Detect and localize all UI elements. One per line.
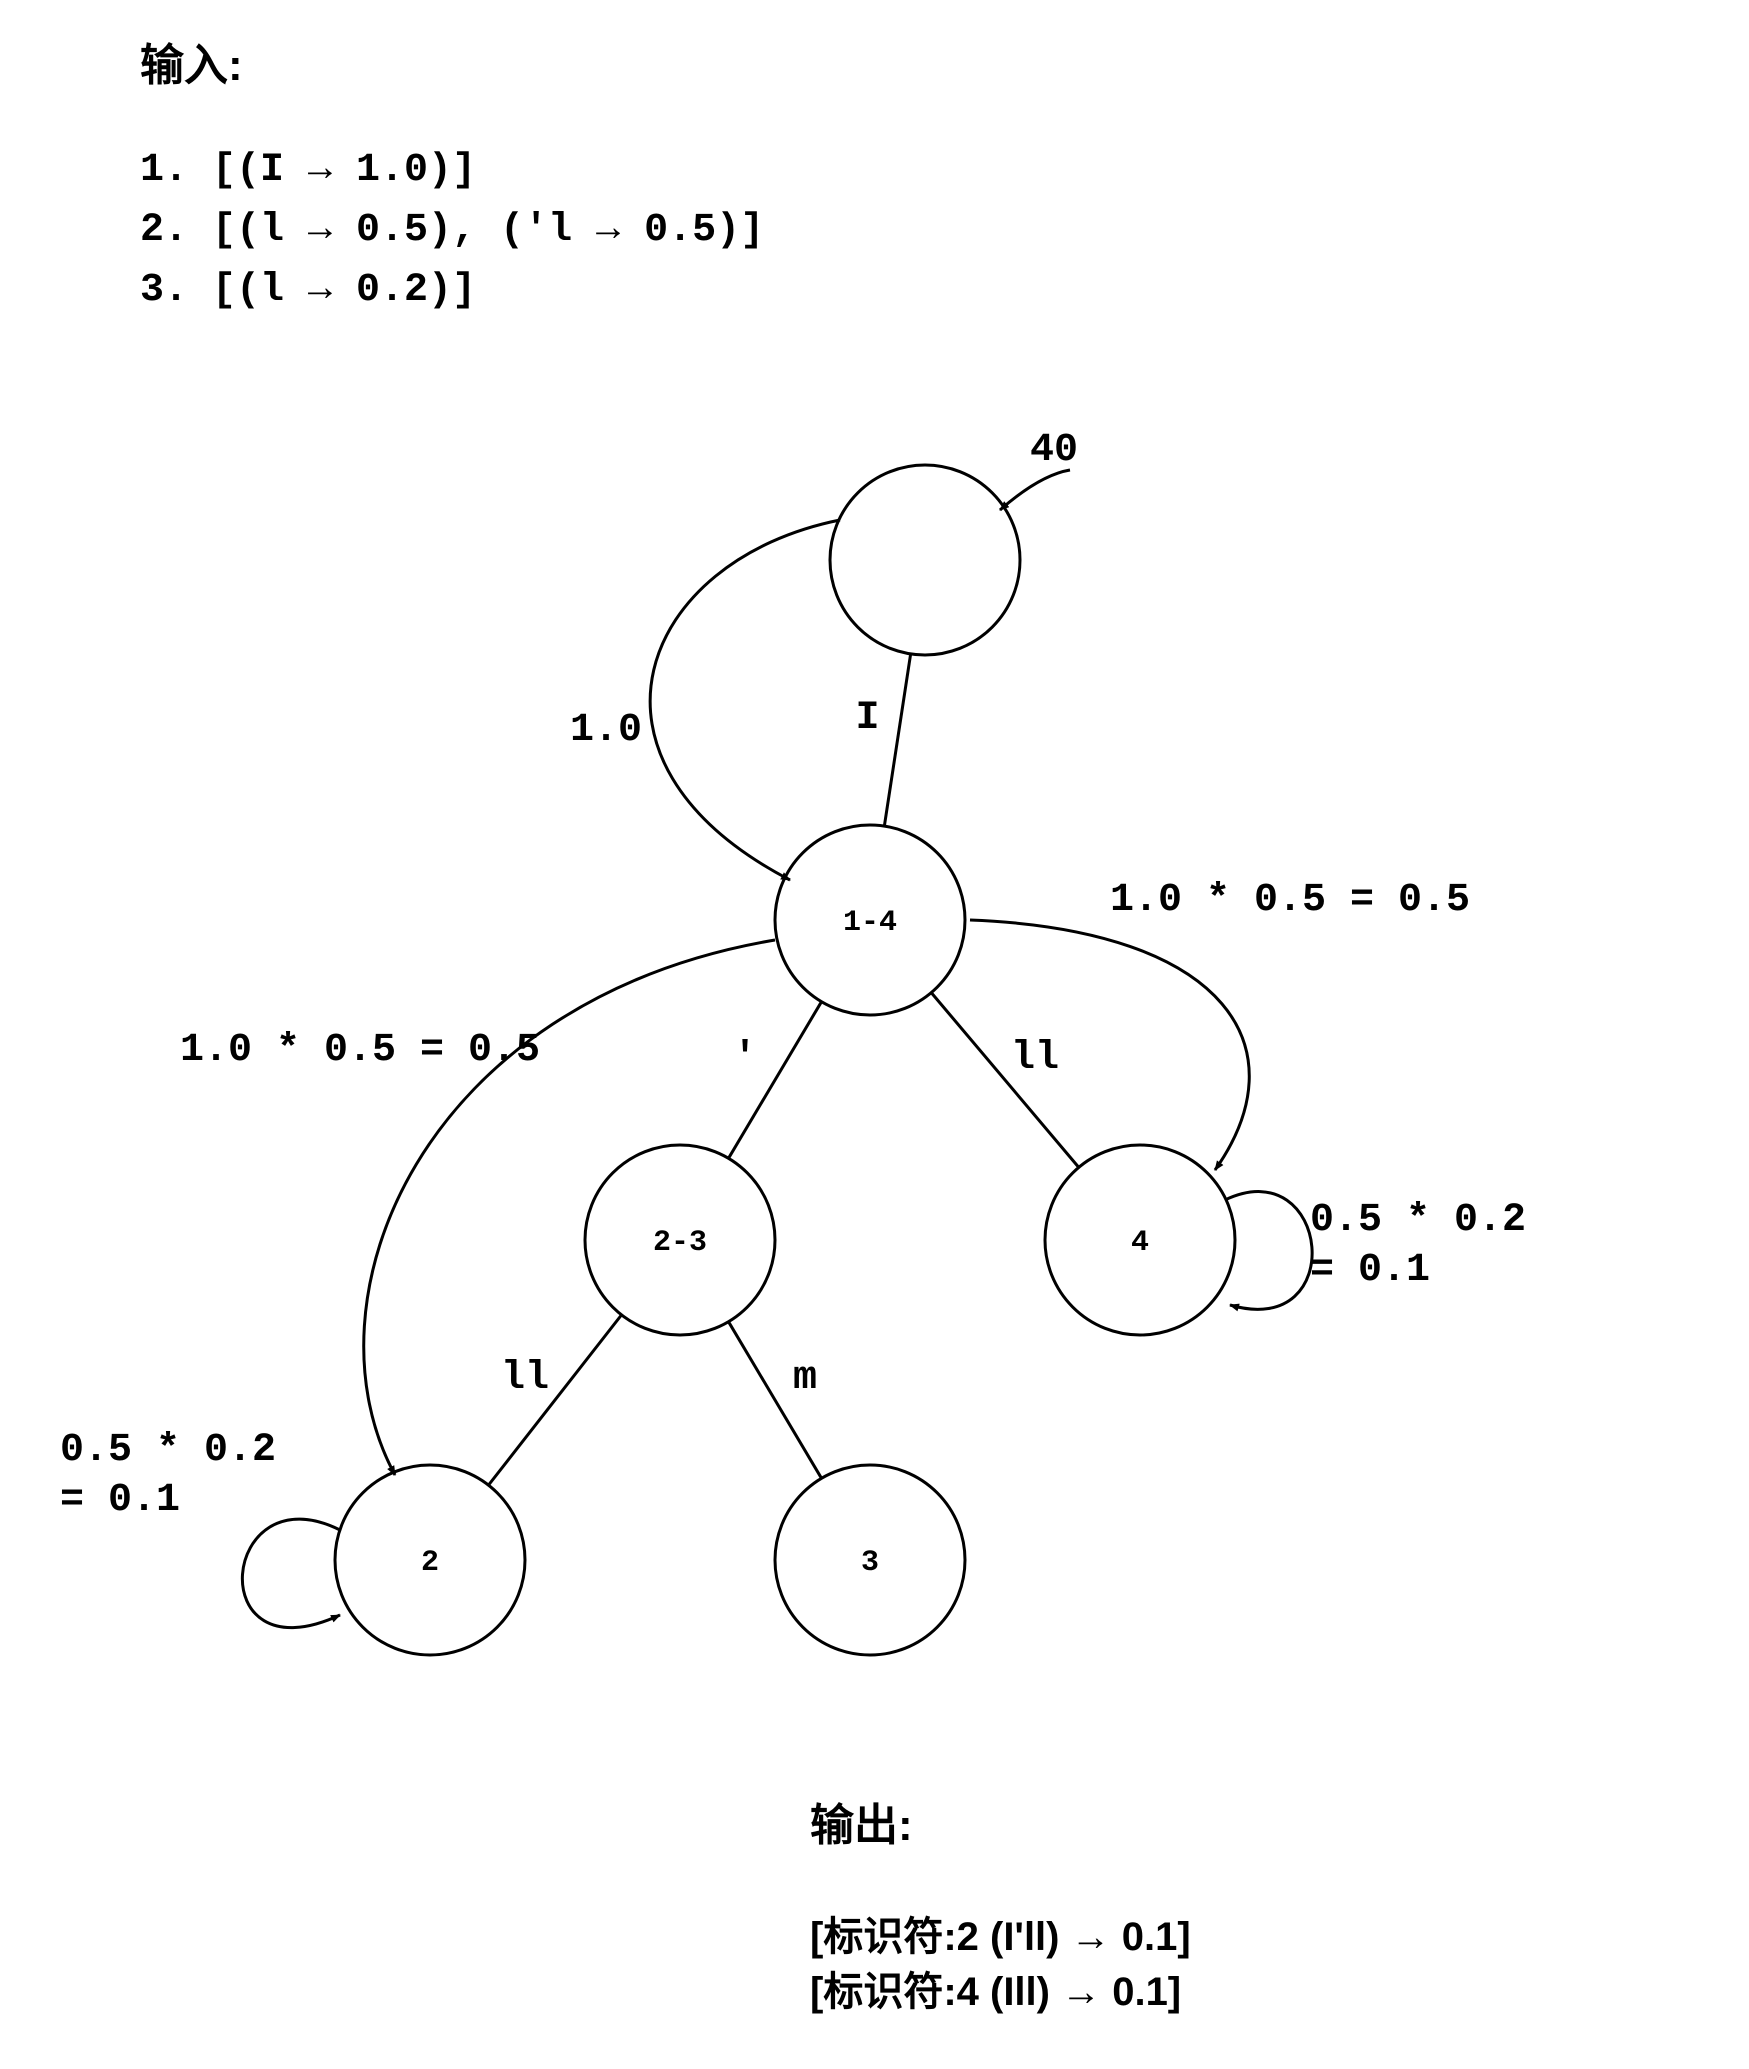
tree-node: 1-4: [775, 825, 965, 1015]
tree-node-label: 1-4: [843, 906, 897, 940]
tree-edge-label: ll: [1011, 1036, 1059, 1081]
arrow-left-1.0: [650, 520, 840, 880]
tree-node: 2: [335, 1465, 525, 1655]
tree-node-label: 3: [861, 1546, 879, 1580]
tree-edge-label: I: [855, 696, 879, 741]
tree-diagram: I ' ll ll m 1-4 2-3 4 2 3 40 1.0 1.0 * 0.5 = 0.5 1.0 …: [60, 428, 1526, 1655]
annotation-text: 1.0 * 0.5 = 0.5: [1110, 878, 1470, 923]
annotation-text: 1.0 * 0.5 = 0.5: [180, 1028, 540, 1073]
tree-edge-label: ll: [501, 1356, 549, 1401]
input-line: 1. [(I → 1.0)]: [140, 148, 476, 193]
output-block: 输出: [标识符:2 (I'll) → 0.1] [标识符:4 (Ill) → 0.…: [810, 1801, 1191, 2014]
output-line: [标识符:2 (I'll) → 0.1]: [810, 1915, 1191, 1959]
tree-node-label: 2-3: [653, 1226, 707, 1260]
tree-node: 2-3: [585, 1145, 775, 1335]
tree-edge-label: ': [733, 1036, 757, 1081]
top-annotation-arrow: [1000, 470, 1070, 510]
tree-node: 4: [1045, 1145, 1235, 1335]
output-line: [标识符:4 (Ill) → 0.1]: [810, 1970, 1181, 2014]
tree-node: 3: [775, 1465, 965, 1655]
annotation-text: 0.5 * 0.2: [1310, 1198, 1526, 1243]
annotation-text: = 0.1: [1310, 1248, 1430, 1293]
annotation-text: 0.5 * 0.2: [60, 1428, 276, 1473]
tree-edge-label: m: [793, 1356, 817, 1401]
annotation-text: 1.0: [570, 708, 642, 753]
tree-node-label: 4: [1131, 1226, 1149, 1260]
tree-node-label: 2: [421, 1546, 439, 1580]
input-header: 输入:: [140, 41, 243, 90]
tree-edge: [884, 654, 910, 826]
annotation-text: = 0.1: [60, 1478, 180, 1523]
loop-node-2: [242, 1519, 340, 1628]
top-annotation: 40: [1030, 428, 1078, 473]
input-line: 3. [(l → 0.2)]: [140, 268, 476, 313]
loop-node-4: [1225, 1192, 1312, 1310]
input-block: 输入: 1. [(I → 1.0)] 2. [(l → 0.5), ('l → 0.…: [140, 41, 764, 313]
arrow-left-0.5: [364, 940, 775, 1475]
tree-node: [830, 465, 1020, 655]
output-header: 输出:: [810, 1801, 913, 1850]
input-line: 2. [(l → 0.5), ('l → 0.5)]: [140, 208, 764, 253]
